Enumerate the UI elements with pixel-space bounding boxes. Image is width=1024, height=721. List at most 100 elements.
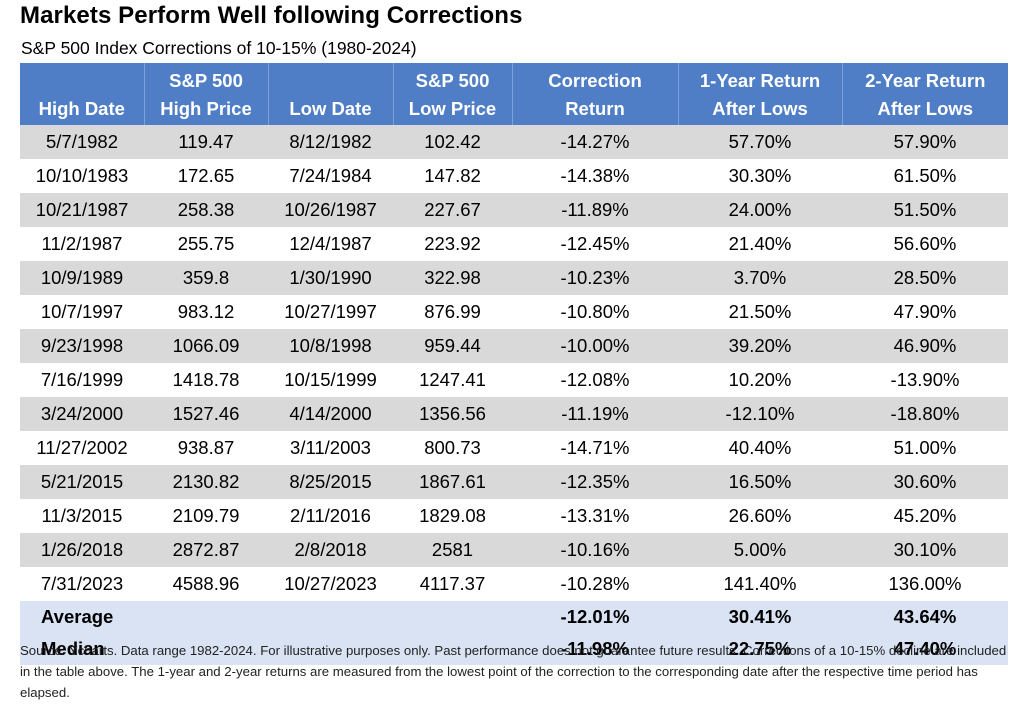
table-row: 10/10/1983 172.65 7/24/1984 147.82 -14.38% 30…	[20, 159, 1008, 193]
cell-correction-return: -10.16%	[512, 533, 678, 567]
header-high-date: High Date	[20, 63, 145, 125]
cell-high-price: 1418.78	[144, 363, 268, 397]
cell-low-date: 10/27/1997	[268, 295, 393, 329]
cell-high-price: 258.38	[144, 193, 268, 227]
summary-one-year: 22.75%	[678, 633, 842, 665]
cell-high-date: 10/7/1997	[20, 295, 144, 329]
cell-high-date: 11/27/2002	[20, 431, 144, 465]
cell-one-year-return: 3.70%	[678, 261, 842, 295]
cell-one-year-return: 57.70%	[678, 125, 842, 159]
cell-two-year-return: 56.60%	[842, 227, 1008, 261]
cell-high-date: 7/16/1999	[20, 363, 144, 397]
cell-two-year-return: 136.00%	[842, 567, 1008, 601]
cell-two-year-return: 46.90%	[842, 329, 1008, 363]
cell-one-year-return: 30.30%	[678, 159, 842, 193]
source-footnote: Source: Ycharts. Data range 1982-2024. F…	[20, 643, 1007, 700]
cell-correction-return: -10.00%	[512, 329, 678, 363]
cell-high-price: 983.12	[144, 295, 268, 329]
cell-high-price: 2130.82	[144, 465, 268, 499]
header-low-price: S&P 500 Low Price	[393, 63, 513, 125]
cell-two-year-return: 51.50%	[842, 193, 1008, 227]
corrections-table: High Date S&P 500 High Price Low Date S&P…	[20, 63, 1008, 665]
table-row: 10/21/1987 258.38 10/26/1987 227.67 -11.89% 2…	[20, 193, 1008, 227]
cell-two-year-return: 45.20%	[842, 499, 1008, 533]
cell-one-year-return: 141.40%	[678, 567, 842, 601]
cell-high-price: 1527.46	[144, 397, 268, 431]
cell-low-date: 8/12/1982	[268, 125, 393, 159]
header-row: High Date S&P 500 High Price Low Date S&P…	[20, 63, 1008, 125]
cell-correction-return: -13.31%	[512, 499, 678, 533]
cell-one-year-return: 5.00%	[678, 533, 842, 567]
cell-two-year-return: 30.60%	[842, 465, 1008, 499]
cell-high-price: 119.47	[144, 125, 268, 159]
cell-low-date: 8/25/2015	[268, 465, 393, 499]
cell-correction-return: -10.23%	[512, 261, 678, 295]
cell-high-date: 9/23/1998	[20, 329, 144, 363]
cell-high-date: 10/10/1983	[20, 159, 144, 193]
cell-high-price: 255.75	[144, 227, 268, 261]
header-high-price: S&P 500 High Price	[144, 63, 269, 125]
header-low-date: Low Date	[268, 63, 394, 125]
cell-low-price: 959.44	[393, 329, 512, 363]
cell-high-date: 1/26/2018	[20, 533, 144, 567]
cell-one-year-return: -12.10%	[678, 397, 842, 431]
table-row: 1/26/2018 2872.87 2/8/2018 2581 -10.16% 5.00%…	[20, 533, 1008, 567]
cell-low-price: 2581	[393, 533, 512, 567]
cell-high-date: 11/2/1987	[20, 227, 144, 261]
cell-high-date: 10/9/1989	[20, 261, 144, 295]
cell-low-date: 7/24/1984	[268, 159, 393, 193]
cell-low-date: 3/11/2003	[268, 431, 393, 465]
summary-label: Average	[20, 601, 144, 633]
table-row: 9/23/1998 1066.09 10/8/1998 959.44 -10.00% 39…	[20, 329, 1008, 363]
cell-high-date: 11/3/2015	[20, 499, 144, 533]
cell-two-year-return: 57.90%	[842, 125, 1008, 159]
table-row: 11/2/1987 255.75 12/4/1987 223.92 -12.45% 21.…	[20, 227, 1008, 261]
cell-low-price: 1867.61	[393, 465, 512, 499]
table-row: 10/7/1997 983.12 10/27/1997 876.99 -10.80% 21…	[20, 295, 1008, 329]
summary-label: Median	[20, 633, 144, 665]
cell-one-year-return: 10.20%	[678, 363, 842, 397]
header-correction-return: Correction Return	[512, 63, 679, 125]
table-row: 5/7/1982 119.47 8/12/1982 102.42 -14.27% 57.7…	[20, 125, 1008, 159]
cell-low-price: 322.98	[393, 261, 512, 295]
cell-two-year-return: 61.50%	[842, 159, 1008, 193]
cell-one-year-return: 40.40%	[678, 431, 842, 465]
cell-correction-return: -10.80%	[512, 295, 678, 329]
table-cell	[268, 633, 393, 665]
cell-two-year-return: -18.80%	[842, 397, 1008, 431]
cell-high-price: 2109.79	[144, 499, 268, 533]
cell-low-date: 12/4/1987	[268, 227, 393, 261]
cell-high-price: 2872.87	[144, 533, 268, 567]
cell-low-price: 227.67	[393, 193, 512, 227]
header-two-year-return: 2-Year Return After Lows	[842, 63, 1008, 125]
cell-high-date: 5/7/1982	[20, 125, 144, 159]
cell-one-year-return: 39.20%	[678, 329, 842, 363]
cell-high-date: 3/24/2000	[20, 397, 144, 431]
summary-row-average: Average -12.01% 30.41% 43.64%	[20, 601, 1008, 633]
cell-low-price: 102.42	[393, 125, 512, 159]
cell-one-year-return: 26.60%	[678, 499, 842, 533]
table-row: 5/21/2015 2130.82 8/25/2015 1867.61 -12.35% 1…	[20, 465, 1008, 499]
cell-one-year-return: 24.00%	[678, 193, 842, 227]
cell-high-date: 10/21/1987	[20, 193, 144, 227]
cell-low-date: 4/14/2000	[268, 397, 393, 431]
cell-one-year-return: 21.40%	[678, 227, 842, 261]
cell-low-price: 1247.41	[393, 363, 512, 397]
table-row: 7/16/1999 1418.78 10/15/1999 1247.41 -12.08%…	[20, 363, 1008, 397]
table-cell	[393, 633, 512, 665]
cell-one-year-return: 16.50%	[678, 465, 842, 499]
cell-low-price: 876.99	[393, 295, 512, 329]
cell-correction-return: -12.45%	[512, 227, 678, 261]
table-row: 11/27/2002 938.87 3/11/2003 800.73 -14.71% 40…	[20, 431, 1008, 465]
cell-one-year-return: 21.50%	[678, 295, 842, 329]
table-cell	[144, 601, 268, 633]
summary-row-median: Median -11.98% 22.75% 47.40%	[20, 633, 1008, 665]
chart-title: Markets Perform Well following Correctio…	[20, 2, 523, 29]
cell-correction-return: -11.19%	[512, 397, 678, 431]
table-row: 10/9/1989 359.8 1/30/1990 322.98 -10.23% 3.70…	[20, 261, 1008, 295]
cell-low-date: 10/27/2023	[268, 567, 393, 601]
table-body: 5/7/1982 119.47 8/12/1982 102.42 -14.27% 57.7…	[20, 125, 1008, 665]
cell-two-year-return: -13.90%	[842, 363, 1008, 397]
cell-correction-return: -10.28%	[512, 567, 678, 601]
